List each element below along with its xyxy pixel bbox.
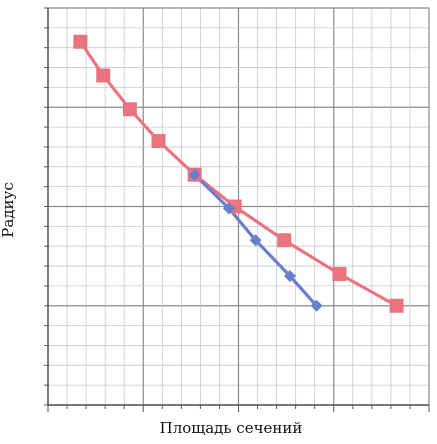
series-1-marker (332, 266, 347, 281)
series-2-marker (222, 202, 235, 215)
series-1-marker (73, 34, 88, 49)
y-axis-label: Радиус (0, 182, 17, 238)
series-2-marker (283, 269, 296, 282)
series-layer (73, 34, 404, 313)
series-2-marker (188, 168, 201, 181)
series-1-marker (96, 68, 111, 83)
grid (47, 7, 430, 406)
series-1-marker (277, 233, 292, 248)
series-2-marker (249, 234, 262, 247)
axes (44, 7, 430, 412)
x-axis-label: Площадь сечений (160, 419, 303, 437)
series-1-marker (122, 102, 137, 117)
series-2-marker (310, 299, 323, 312)
series-1-marker (389, 298, 404, 313)
series-1-marker (151, 133, 166, 148)
